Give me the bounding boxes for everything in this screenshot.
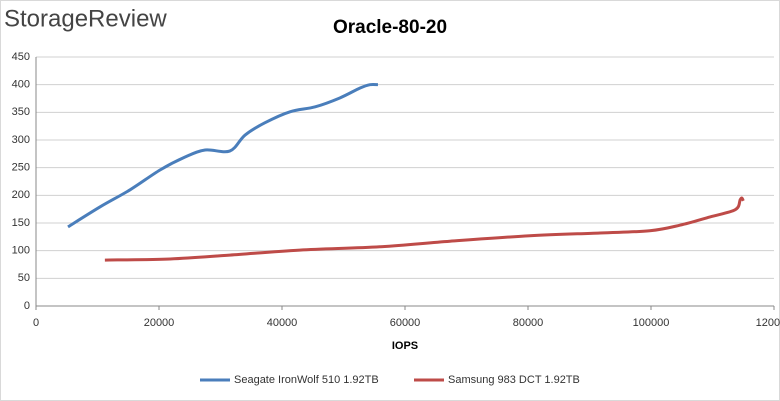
y-tick-label: 350 — [12, 106, 30, 118]
y-tick-label: 50 — [18, 272, 30, 284]
y-tick-label: 250 — [12, 162, 30, 174]
y-tick-label: 300 — [12, 134, 30, 146]
series-line — [104, 196, 745, 262]
legend-label: Seagate IronWolf 510 1.92TB — [234, 374, 379, 386]
x-tick-label: 60000 — [390, 317, 421, 329]
x-tick-label: 80000 — [513, 317, 544, 329]
series-line — [67, 82, 378, 229]
x-tick-label: 100000 — [633, 317, 670, 329]
y-tick-label: 200 — [12, 189, 30, 201]
chart-title: Oracle-80-20 — [333, 17, 447, 38]
x-tick-label: 40000 — [267, 317, 298, 329]
y-tick-label: 450 — [12, 51, 30, 63]
x-tick-label: 120000 — [756, 317, 780, 329]
x-tick-label: 0 — [33, 317, 39, 329]
brand-logo: StorageReview — [4, 5, 167, 32]
y-tick-label: 400 — [12, 79, 30, 91]
legend-label: Samsung 983 DCT 1.92TB — [448, 374, 580, 386]
y-tick-label: 0 — [24, 300, 30, 312]
x-axis-label: IOPS — [392, 340, 418, 352]
x-tick-label: 20000 — [144, 317, 175, 329]
y-tick-label: 100 — [12, 245, 30, 257]
y-tick-label: 150 — [12, 217, 30, 229]
